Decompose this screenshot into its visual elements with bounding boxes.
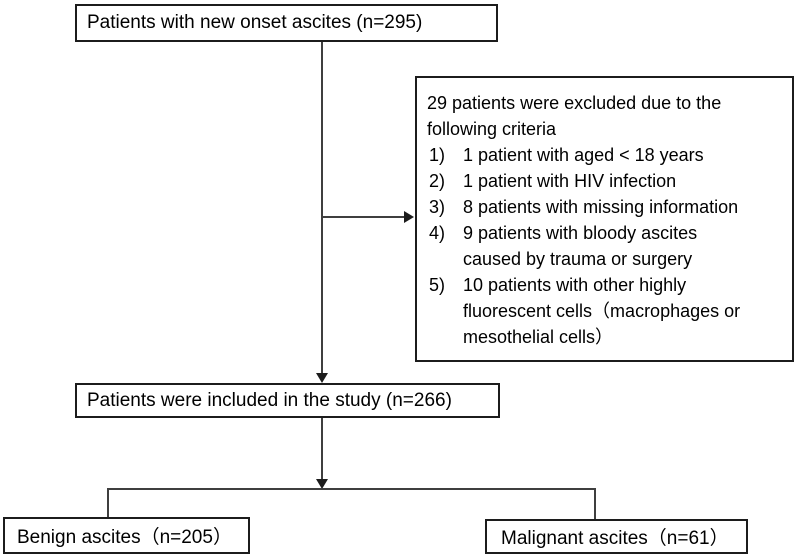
connector-top-to-included: [321, 42, 323, 375]
exclusion-item-1: 1) 1 patient with aged < 18 years: [427, 142, 786, 168]
exclusion-item-3-text: 8 patients with missing information: [463, 197, 739, 217]
exclusion-item-5-wrap-2: mesothelial cells）: [427, 324, 786, 350]
exclusion-item-1-number: 1): [429, 145, 446, 165]
exclusion-item-3: 3) 8 patients with missing information: [427, 194, 786, 220]
box-malignant-ascites-label: Malignant ascites（n=61）: [501, 528, 729, 549]
connector-branch-to-excluded: [322, 216, 404, 218]
box-new-onset-ascites: Patients with new onset ascites (n=295): [75, 4, 498, 42]
exclusion-item-4-text-line-2: caused by trauma or surgery: [463, 249, 693, 269]
connector-drop-malignant: [594, 488, 596, 519]
exclusion-item-2-text: 1 patient with HIV infection: [463, 171, 677, 191]
connector-split-horizontal: [107, 488, 596, 490]
arrowhead-down-split: [316, 479, 328, 489]
arrowhead-down-included: [316, 373, 328, 383]
connector-included-to-split: [321, 418, 323, 480]
exclusion-item-4-text-line-1: 9 patients with bloody ascites: [463, 223, 698, 243]
exclusion-item-5-number: 5): [429, 275, 446, 295]
exclusion-item-5-text-line-1: 10 patients with other highly: [463, 275, 687, 295]
box-benign-ascites: Benign ascites（n=205）: [3, 517, 250, 554]
box-included-in-study-label: Patients were included in the study (n=2…: [87, 389, 452, 411]
exclusion-item-5: 5) 10 patients with other highly: [427, 272, 786, 298]
box-exclusion-criteria: 29 patients were excluded due to the fol…: [415, 76, 794, 362]
box-malignant-ascites: Malignant ascites（n=61）: [485, 519, 748, 554]
exclusion-item-4: 4) 9 patients with bloody ascites: [427, 220, 786, 246]
exclusion-item-5-wrap-1: fluorescent cells（macrophages or: [427, 298, 786, 324]
exclusion-item-4-wrap: caused by trauma or surgery: [427, 246, 786, 272]
exclusion-intro-line-2: following criteria: [427, 119, 557, 139]
box-benign-ascites-label: Benign ascites（n=205）: [17, 527, 232, 548]
exclusion-item-1-text: 1 patient with aged < 18 years: [463, 145, 704, 165]
connector-drop-benign: [107, 488, 109, 517]
exclusion-item-4-number: 4): [429, 223, 446, 243]
exclusion-item-3-number: 3): [429, 197, 446, 217]
exclusion-item-5-text-line-3: mesothelial cells）: [463, 327, 614, 347]
box-new-onset-ascites-label: Patients with new onset ascites (n=295): [87, 12, 423, 33]
exclusion-item-2: 2) 1 patient with HIV infection: [427, 168, 786, 194]
exclusion-item-2-number: 2): [429, 171, 446, 191]
exclusion-intro-line-1: 29 patients were excluded due to the: [427, 93, 722, 113]
box-included-in-study: Patients were included in the study (n=2…: [75, 383, 500, 418]
exclusion-item-5-text-line-2: fluorescent cells（macrophages or: [463, 301, 741, 321]
arrowhead-right-excluded: [404, 211, 414, 223]
